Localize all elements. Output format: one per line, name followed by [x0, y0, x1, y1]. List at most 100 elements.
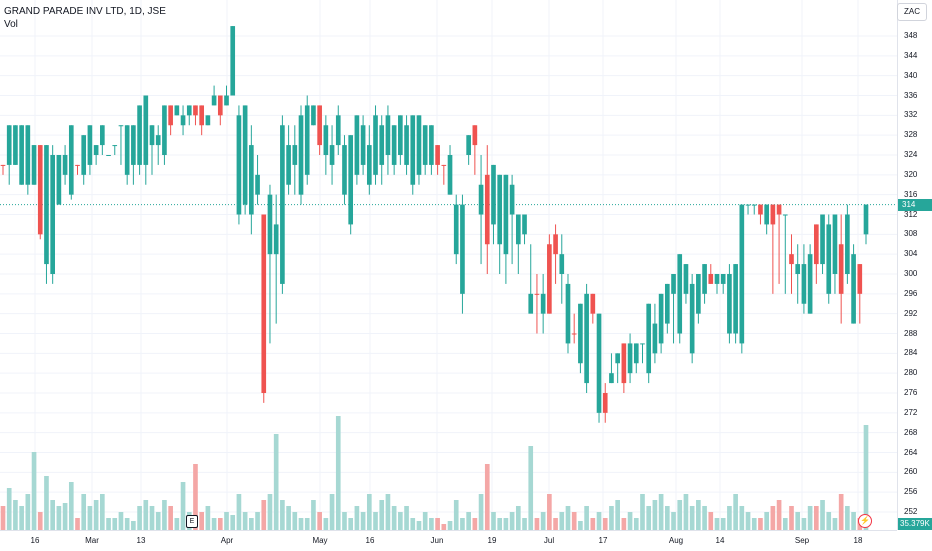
volume-bar [360, 512, 366, 530]
volume-bar [770, 506, 776, 530]
candle-body [193, 105, 198, 116]
volume-bar [273, 434, 279, 530]
time-tick: 16 [30, 536, 40, 545]
volume-bar [503, 518, 509, 530]
volume-bar [466, 512, 471, 530]
volume-bar [547, 494, 552, 530]
volume-bar [217, 518, 223, 530]
candle-body [323, 125, 329, 155]
time-tick: 14 [715, 536, 725, 545]
candle-body [75, 164, 80, 166]
volume-bar [6, 488, 12, 530]
lightning-bolt-icon[interactable]: ⚡ [858, 514, 872, 528]
candle-body [124, 125, 130, 175]
volume-bar [764, 512, 769, 530]
volume-bar [708, 512, 714, 530]
candle-body [106, 155, 111, 156]
candle-body [491, 164, 496, 225]
volume-bar [845, 506, 850, 530]
price-tick: 296 [904, 288, 918, 298]
time-tick: 16 [365, 536, 375, 545]
volume-bar [379, 500, 385, 530]
candle-body [795, 264, 801, 274]
volume-bar [255, 512, 260, 530]
candle-body [565, 283, 571, 344]
volume-bar [522, 518, 527, 530]
candle-body [19, 125, 24, 185]
chart-pane[interactable] [0, 0, 897, 530]
candle-body [137, 105, 142, 165]
volume-bar [484, 464, 490, 530]
volume-bar [571, 512, 577, 530]
candle-body [174, 105, 180, 116]
time-tick: Aug [668, 536, 684, 545]
candle-body [460, 204, 465, 294]
price-tick: 344 [904, 50, 918, 60]
candle-body [720, 274, 726, 284]
candle-body [410, 115, 416, 185]
candle-body [671, 274, 676, 294]
volume-bar [652, 500, 658, 530]
candle-body [385, 115, 391, 155]
earnings-event-marker[interactable]: E [186, 515, 198, 528]
volume-bar [745, 512, 751, 530]
price-tick: 312 [904, 209, 918, 219]
candle-body [131, 125, 136, 165]
time-tick: Mar [85, 536, 99, 545]
volume-bar [106, 518, 111, 530]
candle-body [342, 145, 347, 195]
volume-bar [162, 500, 167, 530]
candle-body [658, 293, 664, 344]
volume-bar [627, 512, 633, 530]
price-tick: 320 [904, 169, 918, 179]
price-axis[interactable]: 252 256 260 264 268 272 276 280 284 288 292 296 300 3… [897, 0, 932, 530]
price-tick: 332 [904, 110, 918, 120]
volume-bar [304, 518, 310, 530]
candle-body [683, 264, 689, 294]
candle-body [304, 105, 310, 175]
candle-body [515, 214, 521, 245]
volume-bar [435, 518, 440, 530]
candle-body [317, 105, 322, 146]
candle-body [447, 155, 453, 195]
price-tick: 328 [904, 130, 918, 140]
candle-body [503, 174, 509, 255]
volume-bar [553, 518, 558, 530]
volume-bar [25, 494, 31, 530]
candle-body [155, 135, 161, 146]
candle-body [696, 274, 701, 314]
candle-body [404, 125, 409, 165]
volume-bar [578, 521, 583, 530]
volume-bar [509, 512, 515, 530]
candle-body [782, 214, 788, 216]
volume-bar [633, 518, 639, 530]
candle-body [845, 214, 850, 274]
volume-bar [497, 518, 503, 530]
volume-bar [168, 506, 173, 530]
volume-bar [280, 500, 285, 530]
volume-bar [236, 494, 242, 530]
volume-bar [19, 506, 24, 530]
time-axis[interactable]: 16 Mar 13 Apr May 16 Jun 19 Jul 17 Aug 14 Sep 18 [0, 530, 897, 551]
candle-body [578, 303, 583, 364]
candle-body [609, 373, 614, 384]
candle-body [429, 125, 434, 165]
volume-bar [75, 518, 80, 530]
volume-bar [298, 518, 304, 530]
price-tick: 340 [904, 70, 918, 80]
currency-button[interactable]: ZAC [897, 3, 927, 21]
candle-body [267, 194, 273, 255]
candle-body [522, 214, 527, 235]
volume-bar [100, 494, 105, 530]
volume-bar [702, 506, 707, 530]
time-tick: Apr [220, 536, 234, 545]
volume-bar [199, 512, 205, 530]
time-tick: 13 [136, 536, 146, 545]
candle-body [764, 204, 769, 225]
volume-bar [87, 506, 93, 530]
candle-body [50, 155, 55, 274]
candle-body [224, 95, 229, 106]
volume-bar [112, 518, 118, 530]
volume-bar [143, 500, 149, 530]
candle-body [62, 155, 68, 175]
